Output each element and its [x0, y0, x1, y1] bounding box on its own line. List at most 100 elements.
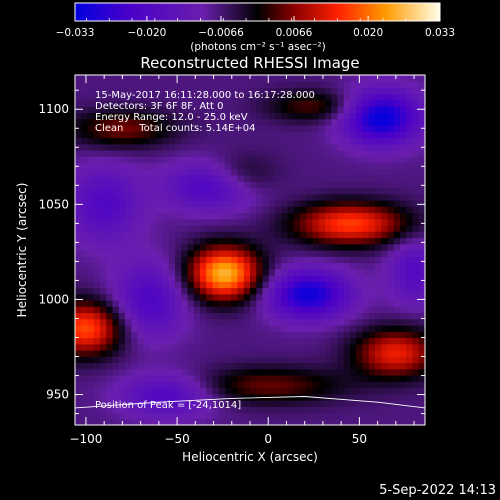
heatmap-cell	[406, 306, 414, 314]
heatmap-cell	[100, 275, 107, 282]
heatmap-cell	[368, 393, 376, 401]
heatmap-cell	[281, 287, 289, 295]
heatmap-cell	[137, 125, 145, 132]
heatmap-cell	[118, 187, 126, 195]
heatmap-cell	[250, 212, 257, 220]
heatmap-cell	[87, 337, 95, 345]
heatmap-cell	[243, 387, 251, 395]
heatmap-cell	[168, 406, 176, 414]
heatmap-cell	[293, 312, 301, 320]
heatmap-cell	[137, 237, 145, 245]
heatmap-cell	[75, 300, 82, 307]
heatmap-cell	[181, 143, 189, 151]
heatmap-cell	[106, 262, 114, 270]
heatmap-cell	[156, 362, 164, 370]
heatmap-cell	[406, 256, 414, 264]
heatmap-cell	[150, 356, 157, 364]
heatmap-cell	[331, 106, 339, 114]
heatmap-cell	[318, 393, 326, 401]
heatmap-cell	[350, 225, 357, 232]
heatmap-cell	[393, 375, 401, 382]
heatmap-cell	[281, 218, 289, 226]
heatmap-cell	[375, 143, 382, 151]
heatmap-cell	[156, 75, 164, 82]
heatmap-cell	[212, 362, 220, 370]
heatmap-cell	[300, 156, 307, 164]
heatmap-cell	[93, 243, 101, 251]
heatmap-cell	[175, 112, 182, 120]
heatmap-cell	[112, 137, 120, 145]
heatmap-cell	[193, 156, 201, 164]
heatmap-cell	[187, 237, 195, 245]
heatmap-cell	[325, 212, 332, 220]
heatmap-cell	[218, 343, 226, 351]
heatmap-cell	[393, 337, 401, 345]
heatmap-cell	[337, 393, 345, 401]
heatmap-cell	[262, 250, 270, 257]
heatmap-cell	[418, 75, 425, 82]
heatmap-cell	[193, 75, 201, 82]
heatmap-cell	[93, 250, 101, 257]
heatmap-cell	[412, 218, 420, 226]
heatmap-cell	[418, 112, 425, 120]
heatmap-cell	[350, 206, 357, 214]
heatmap-cell	[156, 106, 164, 114]
heatmap-cell	[268, 368, 276, 376]
heatmap-cell	[400, 375, 407, 382]
heatmap-cell	[131, 125, 139, 132]
heatmap-cell	[250, 75, 257, 82]
heatmap-cell	[362, 268, 370, 276]
heatmap-cell	[331, 212, 339, 220]
heatmap-cell	[218, 375, 226, 382]
heatmap-cell	[418, 362, 425, 370]
heatmap-cell	[162, 81, 170, 89]
heatmap-cell	[231, 350, 239, 357]
heatmap-cell	[125, 375, 132, 382]
heatmap-cell	[112, 175, 120, 182]
heatmap-cell	[162, 231, 170, 239]
heatmap-cell	[93, 293, 101, 301]
heatmap-cell	[131, 293, 139, 301]
heatmap-cell	[243, 181, 251, 189]
heatmap-cell	[75, 325, 82, 332]
heatmap-cell	[381, 300, 389, 307]
heatmap-cell	[262, 300, 270, 307]
heatmap-cell	[312, 81, 320, 89]
heatmap-cell	[287, 162, 295, 170]
heatmap-cell	[87, 381, 95, 389]
heatmap-cell	[100, 350, 107, 357]
heatmap-cell	[256, 268, 264, 276]
heatmap-cell	[125, 306, 132, 314]
heatmap-cell	[356, 206, 364, 214]
heatmap-cell	[256, 343, 264, 351]
heatmap-cell	[268, 237, 276, 245]
heatmap-cell	[75, 75, 82, 82]
heatmap-cell	[162, 225, 170, 232]
heatmap-cell	[281, 400, 289, 407]
heatmap-cell	[412, 81, 420, 89]
heatmap-cell	[118, 231, 126, 239]
heatmap-cell	[231, 162, 239, 170]
heatmap-cell	[300, 181, 307, 189]
heatmap-cell	[400, 156, 407, 164]
heatmap-cell	[81, 312, 89, 320]
heatmap-cell	[356, 187, 364, 195]
heatmap-cell	[218, 250, 226, 257]
heatmap-cell	[75, 200, 82, 207]
heatmap-cell	[193, 193, 201, 201]
heatmap-cell	[187, 218, 195, 226]
heatmap-cell	[281, 275, 289, 282]
heatmap-cell	[418, 87, 425, 95]
heatmap-cell	[350, 112, 357, 120]
heatmap-cell	[212, 118, 220, 126]
heatmap-cell	[231, 187, 239, 195]
heatmap-cell	[237, 318, 245, 326]
heatmap-cell	[381, 256, 389, 264]
heatmap-cell	[237, 356, 245, 364]
heatmap-cell	[87, 356, 95, 364]
heatmap-cell	[187, 125, 195, 132]
heatmap-cell	[156, 381, 164, 389]
heatmap-cell	[181, 206, 189, 214]
heatmap-cell	[181, 350, 189, 357]
heatmap-cell	[87, 150, 95, 157]
